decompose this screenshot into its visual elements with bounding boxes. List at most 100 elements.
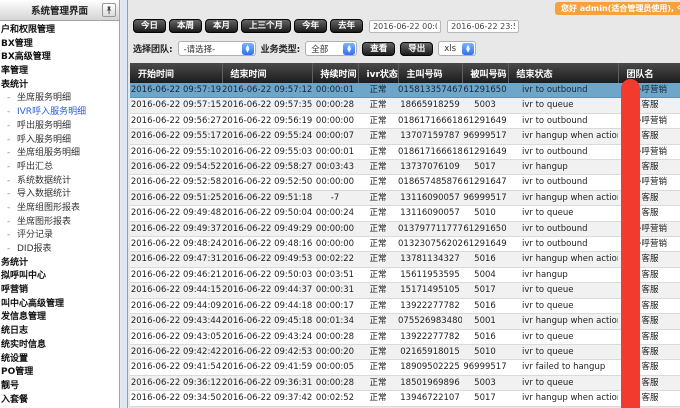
table-cell: 5010 xyxy=(462,205,508,222)
sidebar-item[interactable]: 统设置 xyxy=(0,353,119,367)
sidebar-item[interactable]: 户和权限管理 xyxy=(0,24,119,38)
table-row[interactable]: 2016-06-22 09:44:09 2016-06-22 09:44:18 00… xyxy=(130,298,680,315)
sidebar-item[interactable]: - 导入数据统计 xyxy=(0,188,119,202)
sidebar-item[interactable]: 入套餐 xyxy=(0,394,119,408)
sidebar-item[interactable]: 靓号 xyxy=(0,380,119,394)
table-cell: ivr hangup xyxy=(508,159,618,176)
table-row[interactable]: 2016-06-22 09:49:37 2016-06-22 09:49:29 00… xyxy=(130,221,680,238)
table-cell: 5003 xyxy=(462,375,508,392)
quick-range-button[interactable]: 本月 xyxy=(205,19,239,33)
sidebar-item[interactable]: - 评分记录 xyxy=(0,229,119,243)
column-header[interactable]: 团队名 xyxy=(617,63,680,83)
table-cell: 5016 xyxy=(462,329,508,345)
column-header[interactable]: 被叫号码 xyxy=(461,63,508,83)
table-row[interactable]: 2016-06-22 09:47:31 2016-06-22 09:49:53 00… xyxy=(130,251,680,268)
date-to-input[interactable] xyxy=(447,19,520,33)
table-row[interactable]: 2016-06-22 09:49:48 2016-06-22 09:50:04 00… xyxy=(130,205,680,222)
table-row[interactable]: 2016-06-22 09:43:05 2016-06-22 09:43:24 00… xyxy=(130,329,680,345)
sidebar-item[interactable]: - 系统数据统计 xyxy=(0,175,119,189)
quick-range-button[interactable]: 今年 xyxy=(294,19,328,33)
sidebar-item[interactable]: BX管理 xyxy=(0,38,119,52)
sidebar-item[interactable]: - DID报表 xyxy=(0,243,119,257)
bullet-dash: - xyxy=(7,216,11,227)
table-row[interactable]: 2016-06-22 09:56:27 2016-06-22 09:56:19 00… xyxy=(130,113,680,130)
sidebar-item[interactable]: 发信息管理 xyxy=(0,311,119,325)
quick-range-button[interactable]: 上三个月 xyxy=(241,19,292,33)
sidebar-item[interactable]: 呼营销 xyxy=(0,284,119,298)
sidebar: 系统管理界面 户和权限管理 BX管理 BX高级管理 率管理 表统计 - 坐席服务明细 - IVR… xyxy=(0,0,120,408)
sidebar-item[interactable]: 表统计 xyxy=(0,79,119,93)
quick-range-button[interactable]: 本周 xyxy=(169,19,203,33)
sidebar-item-label: 系统数据统计 xyxy=(17,175,72,186)
sidebar-item-label: 靓号 xyxy=(1,380,20,391)
table-cell: 正常 xyxy=(358,190,398,207)
pin-button[interactable] xyxy=(102,3,116,17)
date-from-input[interactable] xyxy=(369,19,442,33)
table-row[interactable]: 2016-06-22 09:52:58 2016-06-22 09:52:50 00… xyxy=(130,174,680,191)
sidebar-item[interactable]: - 呼入服务明细 xyxy=(0,134,119,148)
table-cell: 2016-06-22 09:44:18 xyxy=(222,298,312,315)
column-header[interactable]: 结束状态 xyxy=(507,63,618,83)
sidebar-item[interactable]: - 坐席图形报表 xyxy=(0,216,119,230)
column-header[interactable]: ivr状态 xyxy=(357,63,398,83)
panel-splitter[interactable] xyxy=(121,0,128,408)
sidebar-item[interactable]: - 呼出汇总 xyxy=(0,161,119,175)
sidebar-item-label: 率管理 xyxy=(1,66,29,77)
sidebar-item[interactable]: PO管理 xyxy=(0,366,119,380)
table-row[interactable]: 2016-06-22 09:43:44 2016-06-22 09:45:18 00… xyxy=(130,313,680,330)
column-header[interactable]: 结束时间 xyxy=(221,63,312,83)
table-row[interactable]: 2016-06-22 09:48:24 2016-06-22 09:48:16 00… xyxy=(130,236,680,253)
table-row[interactable]: 2016-06-22 09:51:25 2016-06-22 09:51:18 -7… xyxy=(130,190,680,207)
table-row[interactable]: 2016-06-22 09:54:52 2016-06-22 09:58:27 00… xyxy=(130,159,680,176)
table-cell: 2016-06-22 09:43:44 xyxy=(130,313,222,330)
sidebar-item[interactable]: - 呼出服务明细 xyxy=(0,120,119,134)
table-row[interactable]: 2016-06-22 09:41:54 2016-06-22 09:41:59 00… xyxy=(130,359,680,376)
sidebar-item-label: 坐席图形报表 xyxy=(17,216,72,227)
table-cell: 00:00:00 xyxy=(312,174,358,191)
column-header[interactable]: 持续时间 xyxy=(311,63,358,83)
sidebar-item[interactable]: 统实时信息 xyxy=(0,339,119,353)
table-row[interactable]: 2016-06-22 09:55:10 2016-06-22 09:55:03 00… xyxy=(130,144,680,161)
quick-range-button[interactable]: 今日 xyxy=(133,19,167,33)
sidebar-item[interactable]: 叫中心高级管理 xyxy=(0,298,119,312)
table-row[interactable]: 2016-06-22 09:36:12 2016-06-22 09:36:31 00… xyxy=(130,375,680,392)
table-cell: 00:00:24 xyxy=(312,205,358,222)
table-cell: ivr hangup when action xyxy=(508,251,618,268)
view-button[interactable]: 查看 xyxy=(362,41,396,56)
sidebar-item[interactable]: 务统计 xyxy=(0,257,119,271)
sidebar-item[interactable]: 率管理 xyxy=(0,65,119,79)
column-header[interactable]: 开始时间 xyxy=(130,63,222,83)
sidebar-item[interactable]: 拟呼叫中心 xyxy=(0,270,119,284)
table-row[interactable]: 2016-06-22 09:34:50 2016-06-22 09:37:42 00… xyxy=(130,390,680,407)
sidebar-item-label: 评分记录 xyxy=(17,230,54,241)
table-cell: 正常 xyxy=(358,221,398,238)
sidebar-item[interactable]: BX高级管理 xyxy=(0,51,119,65)
sidebar-item[interactable]: - 坐席组图形报表 xyxy=(0,202,119,216)
sidebar-item-active[interactable]: - IVR呼入服务明细 xyxy=(0,106,119,120)
table-cell: 00:00:31 xyxy=(312,282,358,299)
table-cell: ivr to queue xyxy=(508,298,618,315)
table-row[interactable]: 2016-06-22 09:55:17 2016-06-22 09:55:24 00… xyxy=(130,128,680,145)
table-row[interactable]: 2016-06-22 09:44:15 2016-06-22 09:44:37 00… xyxy=(130,282,680,299)
table-row[interactable]: 2016-06-22 09:57:15 2016-06-22 09:57:35 00… xyxy=(130,97,680,114)
sidebar-item[interactable]: 统日志 xyxy=(0,325,119,339)
table-row[interactable]: 2016-06-22 09:42:42 2016-06-22 09:42:53 00… xyxy=(130,344,680,361)
type-select[interactable]: 全部 ▲ ▼ xyxy=(305,41,358,56)
table-cell: 018617166618 xyxy=(398,113,462,130)
table-cell: 正常 xyxy=(358,329,398,345)
sidebar-item[interactable]: - 坐席服务明细 xyxy=(0,92,119,106)
table-cell: 2016-06-22 09:49:48 xyxy=(130,205,222,222)
team-select[interactable]: -请选择- ▲ ▼ xyxy=(177,41,256,56)
export-button[interactable]: 导出 xyxy=(400,41,434,56)
table-cell: 2016-06-22 09:36:12 xyxy=(130,375,222,392)
sidebar-item-label: 统实时信息 xyxy=(1,339,47,350)
table-cell: 2016-06-22 09:44:15 xyxy=(130,282,222,299)
table-row[interactable]: 2016-06-22 09:57:19 2016-06-22 09:57:12 00… xyxy=(130,83,680,99)
pin-icon xyxy=(106,6,112,14)
table-cell: ivr failed to hangup xyxy=(508,359,618,376)
export-format-select[interactable]: xls ▲ ▼ xyxy=(438,41,477,56)
column-header[interactable]: 主叫号码 xyxy=(397,63,462,83)
table-row[interactable]: 2016-06-22 09:46:21 2016-06-22 09:50:03 00… xyxy=(130,267,680,284)
sidebar-item[interactable]: - 坐席组服务明细 xyxy=(0,147,119,161)
quick-range-button[interactable]: 去年 xyxy=(330,19,364,33)
